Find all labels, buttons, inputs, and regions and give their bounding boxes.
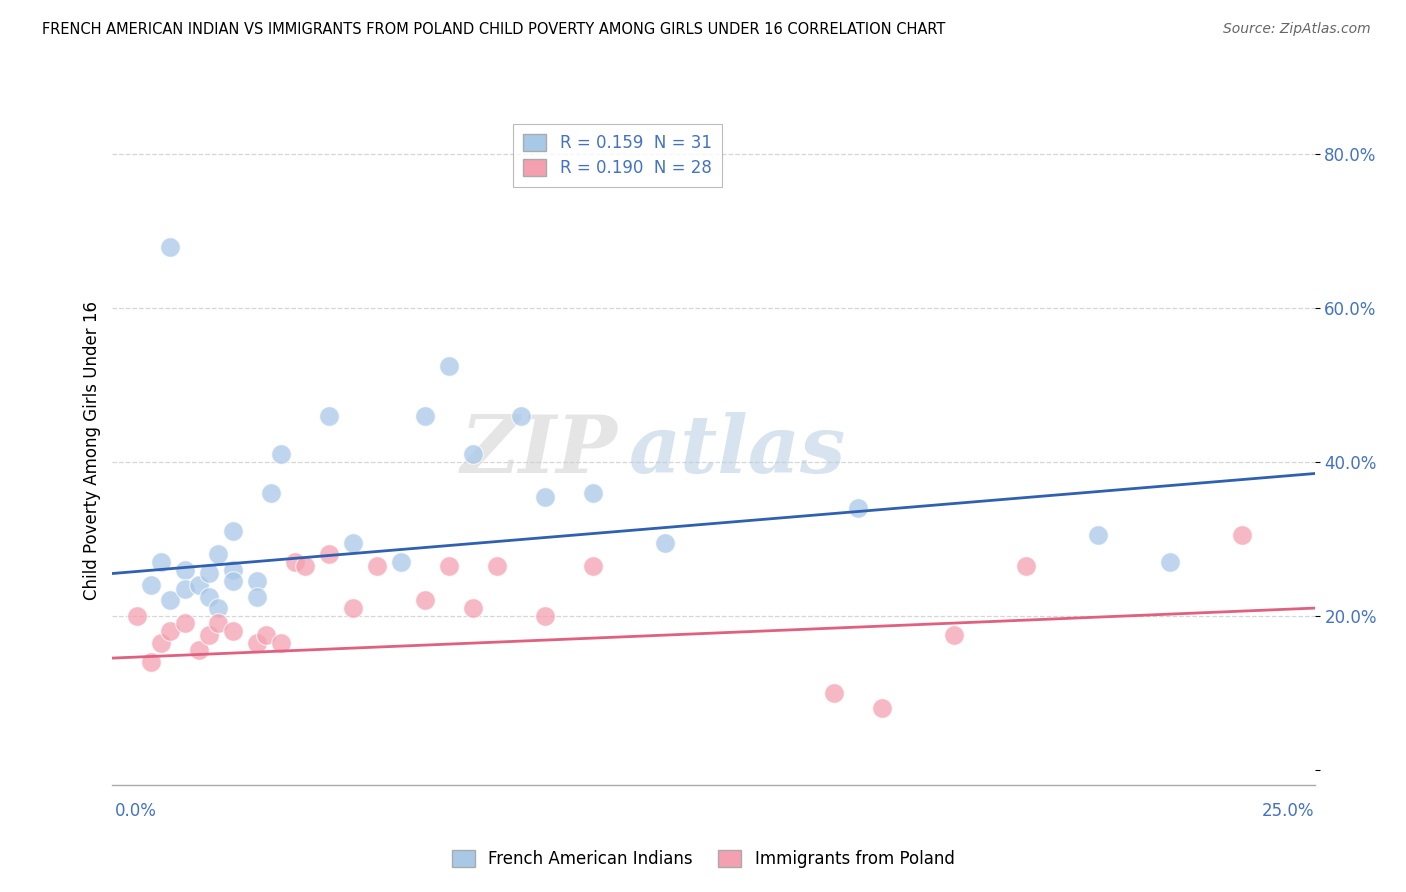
Point [222,563,245,577]
Text: ZIP: ZIP [461,412,617,489]
Point [654,535,676,549]
Point [270,447,292,461]
Point [461,447,484,461]
Point [846,501,869,516]
Text: Source: ZipAtlas.com: Source: ZipAtlas.com [1223,22,1371,37]
Point [139,655,162,669]
Point [173,582,195,596]
Point [125,608,148,623]
Point [222,624,245,639]
Point [366,558,388,573]
Point [461,601,484,615]
Point [342,535,364,549]
Point [254,628,277,642]
Point [1015,558,1038,573]
Point [222,524,245,539]
Point [284,555,307,569]
Point [197,566,219,581]
Point [159,593,181,607]
Point [1087,528,1109,542]
Point [413,409,436,423]
Point [260,485,283,500]
Point [207,616,229,631]
Point [1232,528,1254,542]
Y-axis label: Child Poverty Among Girls Under 16: Child Poverty Among Girls Under 16 [83,301,101,600]
Point [510,409,533,423]
Point [486,558,509,573]
Point [188,643,211,657]
Legend: French American Indians, Immigrants from Poland: French American Indians, Immigrants from… [444,843,962,875]
Point [534,608,557,623]
Point [159,240,181,254]
Point [222,574,245,589]
Point [823,686,845,700]
Text: FRENCH AMERICAN INDIAN VS IMMIGRANTS FROM POLAND CHILD POVERTY AMONG GIRLS UNDER: FRENCH AMERICAN INDIAN VS IMMIGRANTS FRO… [42,22,946,37]
Point [413,593,436,607]
Point [159,624,181,639]
Text: 25.0%: 25.0% [1263,802,1315,820]
Point [318,547,340,561]
Point [270,636,292,650]
Point [534,490,557,504]
Point [149,636,172,650]
Point [342,601,364,615]
Point [437,359,460,373]
Point [188,578,211,592]
Point [942,628,965,642]
Point [173,616,195,631]
Point [207,547,229,561]
Point [389,555,412,569]
Point [197,590,219,604]
Legend: R = 0.159  N = 31, R = 0.190  N = 28: R = 0.159 N = 31, R = 0.190 N = 28 [513,124,721,187]
Point [294,558,316,573]
Point [207,601,229,615]
Point [437,558,460,573]
Point [1159,555,1181,569]
Point [870,701,893,715]
Point [582,485,605,500]
Point [173,563,195,577]
Text: 0.0%: 0.0% [115,802,157,820]
Point [197,628,219,642]
Point [582,558,605,573]
Point [246,636,269,650]
Point [318,409,340,423]
Point [139,578,162,592]
Text: atlas: atlas [630,412,846,489]
Point [246,574,269,589]
Point [246,590,269,604]
Point [149,555,172,569]
